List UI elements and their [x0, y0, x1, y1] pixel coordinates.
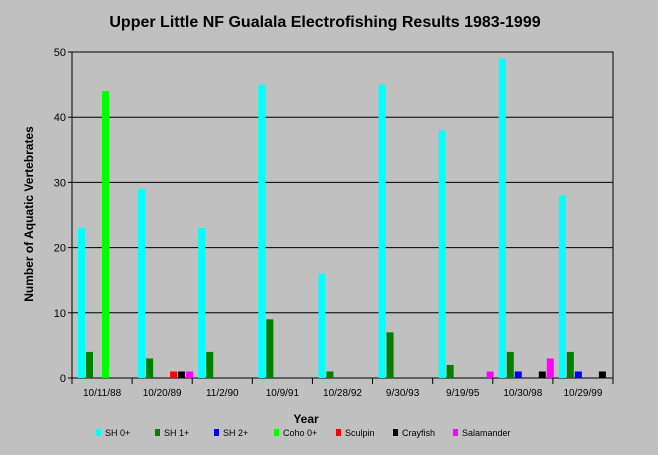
bar	[78, 228, 85, 378]
y-tick-label: 40	[54, 112, 66, 124]
bar	[318, 273, 326, 378]
bar	[538, 371, 546, 378]
legend-label: SH 0+	[105, 428, 130, 438]
y-tick-label: 50	[54, 47, 66, 59]
bar	[498, 58, 506, 379]
legend-label: Coho 0+	[283, 428, 317, 438]
chart-title: Upper Little NF Gualala Electrofishing R…	[109, 14, 540, 31]
legend-swatch	[274, 429, 279, 436]
bar	[170, 371, 178, 378]
bar	[446, 364, 454, 378]
bar	[438, 130, 446, 378]
bar	[486, 371, 494, 378]
bar	[514, 371, 522, 378]
legend-swatch	[155, 429, 160, 436]
bar	[506, 351, 514, 378]
bar	[386, 332, 394, 378]
x-axis-label: Year	[293, 412, 319, 426]
y-axis-label: Number of Aquatic Vertebrates	[22, 126, 36, 302]
legend-swatch	[214, 429, 219, 436]
bar	[266, 319, 274, 378]
bar	[558, 195, 566, 378]
legend-label: Sculpin	[345, 428, 375, 438]
x-tick-label: 9/19/95	[446, 388, 480, 399]
legend-swatch	[393, 429, 398, 436]
legend-swatch	[453, 429, 458, 436]
x-tick-label: 10/30/98	[503, 388, 542, 399]
legend-label: SH 1+	[164, 428, 189, 438]
bar	[138, 188, 146, 378]
bar	[258, 84, 266, 378]
bar	[574, 371, 582, 378]
bar	[326, 371, 334, 378]
x-tick-label: 10/29/99	[563, 388, 602, 399]
bar	[186, 371, 194, 378]
x-tick-label: 10/28/92	[323, 388, 362, 399]
plot-area: 0 10 20 30 40 50 10/11/88 10/20/89 11/2/90 10/9/9…	[54, 47, 614, 399]
legend-label: Crayfish	[402, 428, 435, 438]
y-tick-label: 10	[54, 308, 66, 320]
legend-swatch	[96, 429, 101, 436]
legend: SH 0+ SH 1+ SH 2+ Coho 0+ Sculpin Crayfish Sal…	[96, 428, 511, 438]
legend-label: Salamander	[462, 428, 511, 438]
x-tick-label: 10/20/89	[143, 388, 182, 399]
bar	[198, 228, 206, 378]
bar	[206, 351, 214, 378]
x-tick-label: 10/11/88	[83, 388, 122, 399]
bar	[598, 371, 606, 378]
x-tick-label: 9/30/93	[386, 388, 420, 399]
bar	[102, 91, 109, 379]
x-tick-label: 10/9/91	[266, 388, 300, 399]
y-tick-label: 20	[54, 243, 66, 255]
bar	[178, 371, 186, 378]
legend-swatch	[336, 429, 341, 436]
legend-label: SH 2+	[223, 428, 248, 438]
bar	[146, 358, 154, 378]
bar	[546, 358, 554, 378]
bar	[566, 351, 574, 378]
x-tick-label: 11/2/90	[206, 388, 239, 399]
plot-frame	[71, 51, 614, 379]
y-tick-label: 30	[54, 177, 66, 189]
y-tick-label: 0	[60, 373, 66, 385]
bar	[378, 84, 386, 378]
bar	[86, 351, 93, 378]
